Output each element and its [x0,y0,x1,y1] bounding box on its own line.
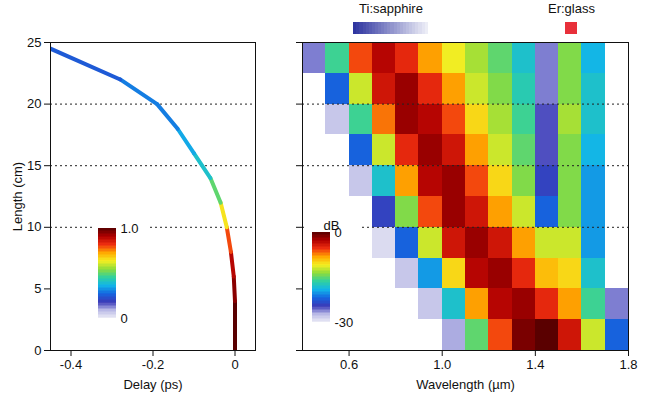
svg-text:1.8: 1.8 [619,357,637,372]
svg-text:Delay (ps): Delay (ps) [123,377,182,392]
svg-text:-0.4: -0.4 [60,357,82,372]
svg-text:0: 0 [231,357,238,372]
svg-text:-0.2: -0.2 [142,357,164,372]
svg-text:Wavelength (µm): Wavelength (µm) [416,377,515,392]
svg-text:5: 5 [34,281,41,296]
svg-text:dB: dB [324,218,340,233]
svg-text:0.6: 0.6 [340,357,358,372]
svg-text:1.0: 1.0 [121,221,139,236]
svg-text:-30: -30 [335,315,354,330]
svg-text:Length (cm): Length (cm) [10,162,25,231]
svg-text:15: 15 [27,158,41,173]
svg-text:1.4: 1.4 [526,357,544,372]
svg-text:Ti:sapphire: Ti:sapphire [359,1,423,16]
svg-text:20: 20 [27,96,41,111]
svg-text:Er:glass: Er:glass [548,1,595,16]
svg-text:10: 10 [27,219,41,234]
svg-text:0: 0 [121,311,128,326]
svg-text:25: 25 [27,35,41,50]
svg-text:0: 0 [34,343,41,358]
svg-text:1.0: 1.0 [433,357,451,372]
